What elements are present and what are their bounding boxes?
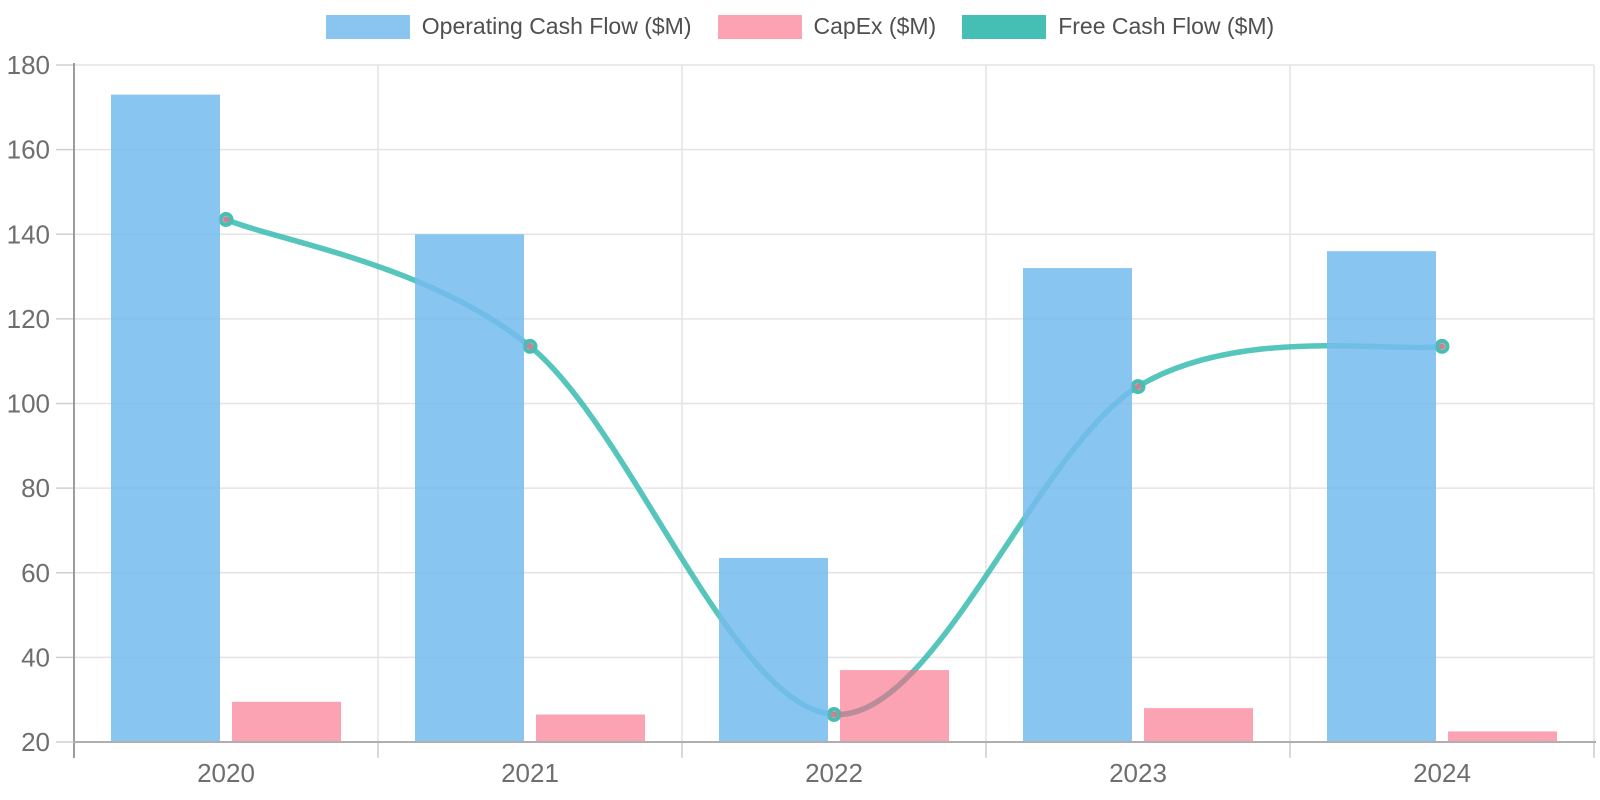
ytick-label-60: 60	[21, 558, 50, 588]
bar-capex-m-2024	[1448, 731, 1557, 742]
point-free-cash-flow-m-2022	[826, 706, 842, 722]
point-free-cash-flow-m-2023	[1130, 379, 1146, 395]
bar-capex-m-2022	[840, 670, 949, 742]
xtick-label-2020: 2020	[197, 758, 255, 788]
point-free-cash-flow-m-2020	[218, 211, 234, 227]
legend-swatch-operating-cash-flow-icon	[325, 14, 410, 39]
ytick-label-160: 160	[7, 135, 50, 165]
legend-label-operating-cash-flow: Operating Cash Flow ($M)	[421, 13, 692, 39]
legend-item-free-cash-flow[interactable]: Free Cash Flow ($M)	[962, 13, 1274, 40]
bar-operating-cash-flow-m-2023	[1023, 268, 1132, 742]
legend-item-operating-cash-flow[interactable]: Operating Cash Flow ($M)	[325, 13, 692, 40]
bar-operating-cash-flow-m-2020	[111, 94, 220, 742]
ytick-label-80: 80	[21, 473, 50, 503]
bar-capex-m-2023	[1144, 708, 1253, 742]
ytick-label-120: 120	[7, 304, 50, 334]
ytick-label-180: 180	[7, 50, 50, 80]
ytick-label-100: 100	[7, 389, 50, 419]
bar-operating-cash-flow-m-2024	[1327, 251, 1436, 743]
legend-label-free-cash-flow: Free Cash Flow ($M)	[1058, 13, 1275, 39]
ytick-label-20: 20	[21, 727, 50, 757]
legend-item-capex[interactable]: CapEx ($M)	[717, 13, 937, 40]
point-free-cash-flow-m-2024	[1434, 338, 1450, 354]
xtick-label-2022: 2022	[805, 758, 863, 788]
xtick-label-2023: 2023	[1109, 758, 1167, 788]
bar-operating-cash-flow-m-2021	[415, 234, 524, 742]
bar-operating-cash-flow-m-2022	[719, 557, 828, 742]
chart-legend: Operating Cash Flow ($M) CapEx ($M) Free…	[0, 13, 1600, 40]
bar-capex-m-2021	[536, 714, 645, 742]
ytick-label-40: 40	[21, 642, 50, 672]
line-free-cash-flow-m	[223, 216, 1445, 718]
legend-label-capex: CapEx ($M)	[813, 13, 937, 39]
xtick-label-2021: 2021	[501, 758, 559, 788]
bar-capex-m-2020	[232, 701, 341, 742]
xtick-label-2024: 2024	[1413, 758, 1471, 788]
ytick-label-140: 140	[7, 219, 50, 249]
legend-swatch-free-cash-flow-icon	[962, 14, 1047, 39]
legend-swatch-capex-icon	[717, 14, 802, 39]
point-free-cash-flow-m-2021	[522, 338, 538, 354]
